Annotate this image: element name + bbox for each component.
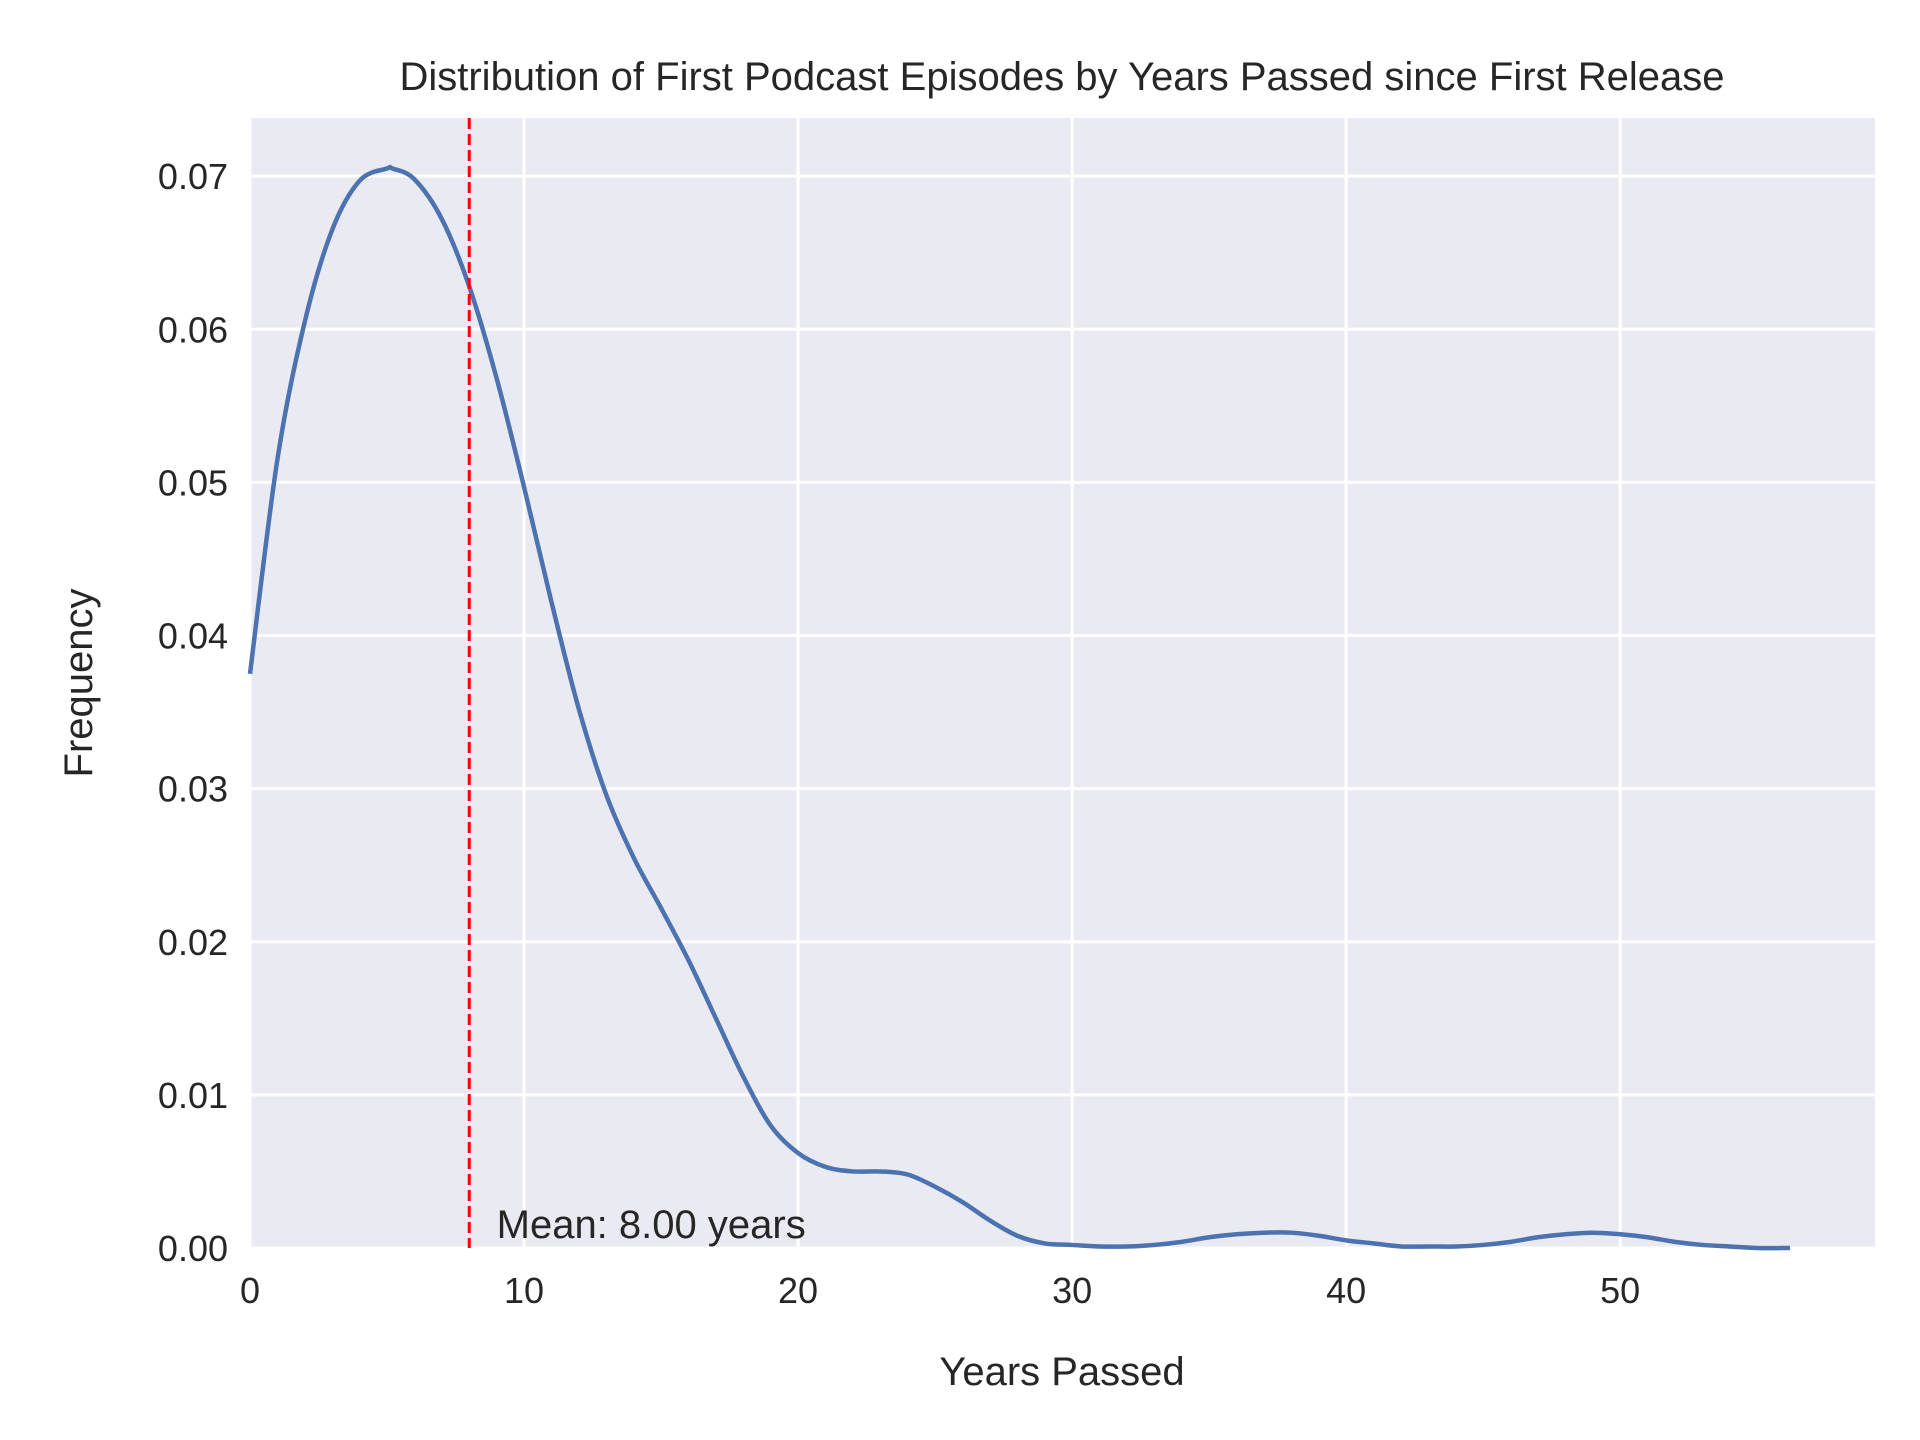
x-tick-label: 40 [1326,1270,1366,1311]
kde-series-line [247,164,1791,1251]
x-tick-label: 20 [778,1270,818,1311]
x-tick-label: 10 [504,1270,544,1311]
y-tick-label: 0.00 [158,1228,228,1269]
series-group [247,164,1791,1251]
y-tick-label: 0.01 [158,1075,228,1116]
x-tick-labels: 0 10 20 30 40 50 [240,1270,1640,1311]
y-tick-label: 0.05 [158,462,228,503]
chart-title: Distribution of First Podcast Episodes b… [399,55,1724,99]
x-axis-label: Years Passed [939,1350,1184,1394]
x-tick-label: 50 [1600,1270,1640,1311]
y-tick-labels: 0.00 0.01 0.02 0.03 0.04 0.05 0.06 0.07 [158,156,228,1269]
y-tick-label: 0.04 [158,616,228,657]
plot-area [250,118,1875,1248]
y-tick-label: 0.03 [158,769,228,810]
x-tick-label: 30 [1052,1270,1092,1311]
y-tick-label: 0.06 [158,309,228,350]
y-tick-label: 0.07 [158,156,228,197]
y-axis-label: Frequency [57,589,101,778]
mean-annotation: Mean: 8.00 years [497,1203,806,1247]
y-tick-label: 0.02 [158,922,228,963]
x-tick-label: 0 [240,1270,260,1311]
